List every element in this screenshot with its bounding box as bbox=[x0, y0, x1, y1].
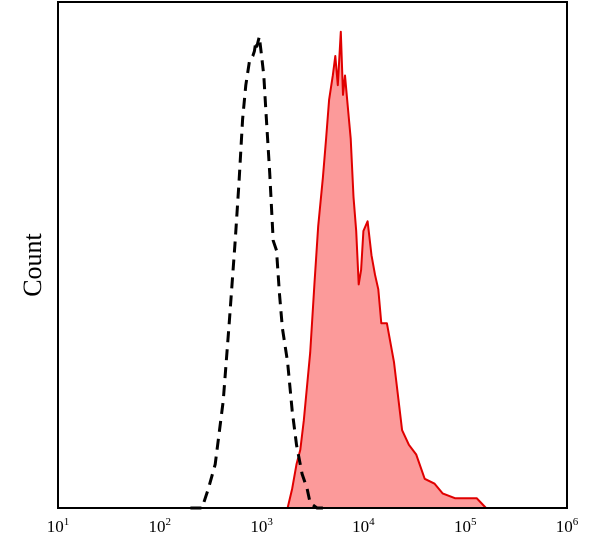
x-tick-label: 106 bbox=[556, 516, 579, 536]
x-tick-label: 104 bbox=[352, 516, 375, 536]
plot-frame bbox=[57, 1, 568, 509]
x-tick-label: 103 bbox=[250, 516, 273, 536]
series-1-line bbox=[177, 30, 496, 509]
series-0-line bbox=[190, 35, 323, 510]
x-tick-label: 105 bbox=[454, 516, 477, 536]
series-layer bbox=[177, 30, 496, 510]
x-tick-label: 101 bbox=[47, 516, 70, 536]
x-axis-ticks: 101 102 103 104 105 106 bbox=[47, 516, 579, 536]
x-tick-label: 102 bbox=[149, 516, 172, 536]
series-1-area bbox=[177, 31, 496, 508]
y-axis-label: Count bbox=[18, 232, 47, 296]
